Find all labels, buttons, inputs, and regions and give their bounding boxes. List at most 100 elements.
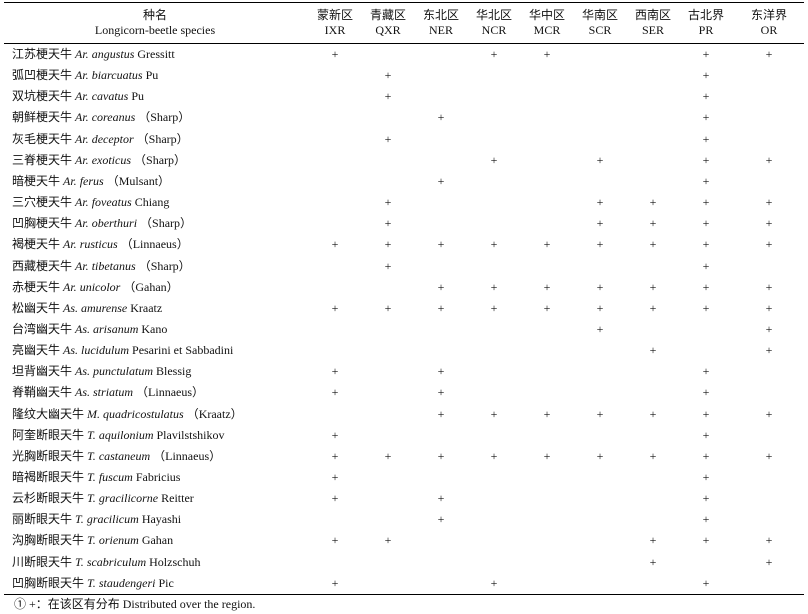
distribution-mark: +: [384, 533, 392, 548]
species-cn: 西藏梗天牛: [12, 258, 73, 273]
region-header-code: SCR: [588, 23, 612, 37]
distribution-mark: +: [490, 152, 498, 167]
distribution-mark: +: [596, 216, 604, 231]
distribution-mark: +: [649, 279, 657, 294]
distribution-mark: +: [702, 300, 710, 315]
distribution-mark: +: [596, 448, 604, 463]
epithet: tibetanus: [91, 258, 136, 273]
genus: As.: [75, 364, 91, 379]
region-header-code: PR: [698, 23, 714, 37]
genus: As.: [75, 385, 91, 400]
author: （Linnaeus）: [136, 385, 205, 400]
genus: Ar.: [63, 279, 77, 294]
distribution-mark: +: [543, 279, 551, 294]
genus: Ar.: [75, 47, 89, 61]
species-cn: 凹胸梗天牛: [12, 216, 73, 231]
distribution-mark: +: [649, 195, 657, 210]
author: Holzschuh: [149, 554, 201, 569]
distribution-mark: +: [437, 491, 445, 506]
footnote: ① +：在该区有分布 Distributed over the region.: [14, 597, 256, 611]
species-name: 朝鲜梗天牛 Ar. coreanus （Sharp）: [12, 107, 190, 128]
distribution-mark: +: [543, 300, 551, 315]
species-cn: 灰毛梗天牛: [12, 131, 73, 146]
distribution-mark: +: [702, 512, 710, 527]
species-name: 阿奎断眼天牛 T. aquilonium Plavilstshikov: [12, 425, 225, 446]
region-header-cn: 东洋界: [750, 8, 787, 22]
epithet: cavatus: [91, 89, 129, 104]
genus: As.: [63, 343, 79, 358]
distribution-mark: +: [490, 237, 498, 252]
author: Kraatz: [130, 300, 163, 315]
region-header-code: NCR: [481, 23, 507, 37]
author: （Sharp）: [134, 152, 187, 167]
distribution-mark: +: [702, 237, 710, 252]
distribution-mark: +: [702, 68, 710, 83]
epithet: staudengeri: [98, 575, 156, 590]
epithet: striatum: [93, 385, 134, 400]
distribution-mark: +: [437, 406, 445, 421]
genus: T.: [87, 448, 96, 463]
species-cn: 云杉断眼天牛: [12, 491, 85, 506]
species-cn: 暗梗天牛: [12, 173, 61, 188]
epithet: oberthuri: [91, 216, 138, 231]
author: （Sharp）: [138, 110, 191, 125]
epithet: gracilicorne: [98, 491, 159, 506]
species-cn: 凹胸断眼天牛: [12, 575, 85, 590]
species-name: 暗褐断眼天牛 T. fuscum Fabricius: [12, 467, 180, 488]
distribution-mark: +: [649, 406, 657, 421]
distribution-mark: +: [649, 533, 657, 548]
distribution-mark: +: [649, 237, 657, 252]
author: Reitter: [161, 491, 194, 506]
genus: As.: [75, 321, 91, 336]
species-cn: 松幽天牛: [12, 300, 61, 315]
distribution-mark: +: [702, 89, 710, 104]
distribution-mark: +: [765, 216, 773, 231]
distribution-mark: +: [384, 89, 392, 104]
distribution-mark: +: [384, 258, 392, 273]
distribution-mark: +: [331, 448, 339, 463]
species-name: 坦背幽天牛 As. punctulatum Blessig: [12, 361, 191, 382]
region-header-code: OR: [760, 23, 778, 37]
distribution-mark: +: [649, 448, 657, 463]
genus: Ar.: [75, 131, 89, 146]
distribution-mark: +: [596, 321, 604, 336]
distribution-mark: +: [702, 195, 710, 210]
author: Fabricius: [135, 470, 181, 484]
distribution-mark: +: [384, 216, 392, 231]
distribution-mark: +: [702, 533, 710, 548]
distribution-mark: +: [331, 491, 339, 506]
species-name: 双坑梗天牛 Ar. cavatus Pu: [12, 86, 144, 107]
distribution-mark: +: [596, 406, 604, 421]
distribution-mark: +: [596, 195, 604, 210]
distribution-mark: +: [490, 300, 498, 315]
genus: T.: [75, 554, 84, 569]
author: （Linnaeus）: [120, 237, 189, 252]
region-header-code: NER: [429, 23, 453, 37]
distribution-mark: +: [596, 279, 604, 294]
genus: T.: [87, 575, 96, 590]
species-name: 暗梗天牛 Ar. ferus （Mulsant）: [12, 171, 170, 192]
distribution-mark: +: [596, 152, 604, 167]
species-cn: 朝鲜梗天牛: [12, 110, 73, 125]
distribution-mark: +: [702, 152, 710, 167]
region-header-cn: 蒙新区: [316, 8, 353, 22]
epithet: aquilonium: [98, 427, 154, 442]
species-cn: 江苏梗天牛: [12, 47, 73, 61]
epithet: castaneum: [98, 448, 151, 463]
species-cn: 脊鞘幽天牛: [12, 385, 73, 400]
distribution-mark: +: [649, 216, 657, 231]
distribution-mark: +: [765, 406, 773, 421]
species-cn: 赤梗天牛: [12, 279, 61, 294]
species-name: 凹胸断眼天牛 T. staudengeri Pic: [12, 573, 174, 594]
distribution-mark: +: [437, 385, 445, 400]
species-cn: 川断眼天牛: [12, 554, 73, 569]
distribution-mark: +: [490, 279, 498, 294]
species-cn: 双坑梗天牛: [12, 89, 73, 104]
species-cn: 弧凹梗天牛: [12, 68, 73, 83]
epithet: exoticus: [91, 152, 132, 167]
distribution-mark: +: [702, 575, 710, 590]
epithet: scabriculum: [86, 554, 147, 569]
genus: Ar.: [75, 110, 89, 125]
epithet: foveatus: [91, 195, 132, 210]
